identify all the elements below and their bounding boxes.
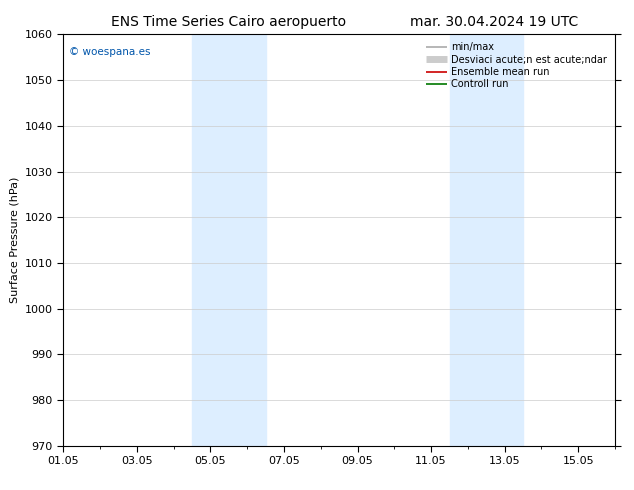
Y-axis label: Surface Pressure (hPa): Surface Pressure (hPa) [10,177,19,303]
Legend: min/max, Desviaci acute;n est acute;ndar, Ensemble mean run, Controll run: min/max, Desviaci acute;n est acute;ndar… [423,39,610,92]
Text: ENS Time Series Cairo aeropuerto: ENS Time Series Cairo aeropuerto [112,15,346,29]
Text: © woespana.es: © woespana.es [69,47,150,57]
Bar [450,34,523,446]
Bar [192,34,266,446]
Text: mar. 30.04.2024 19 UTC: mar. 30.04.2024 19 UTC [410,15,578,29]
